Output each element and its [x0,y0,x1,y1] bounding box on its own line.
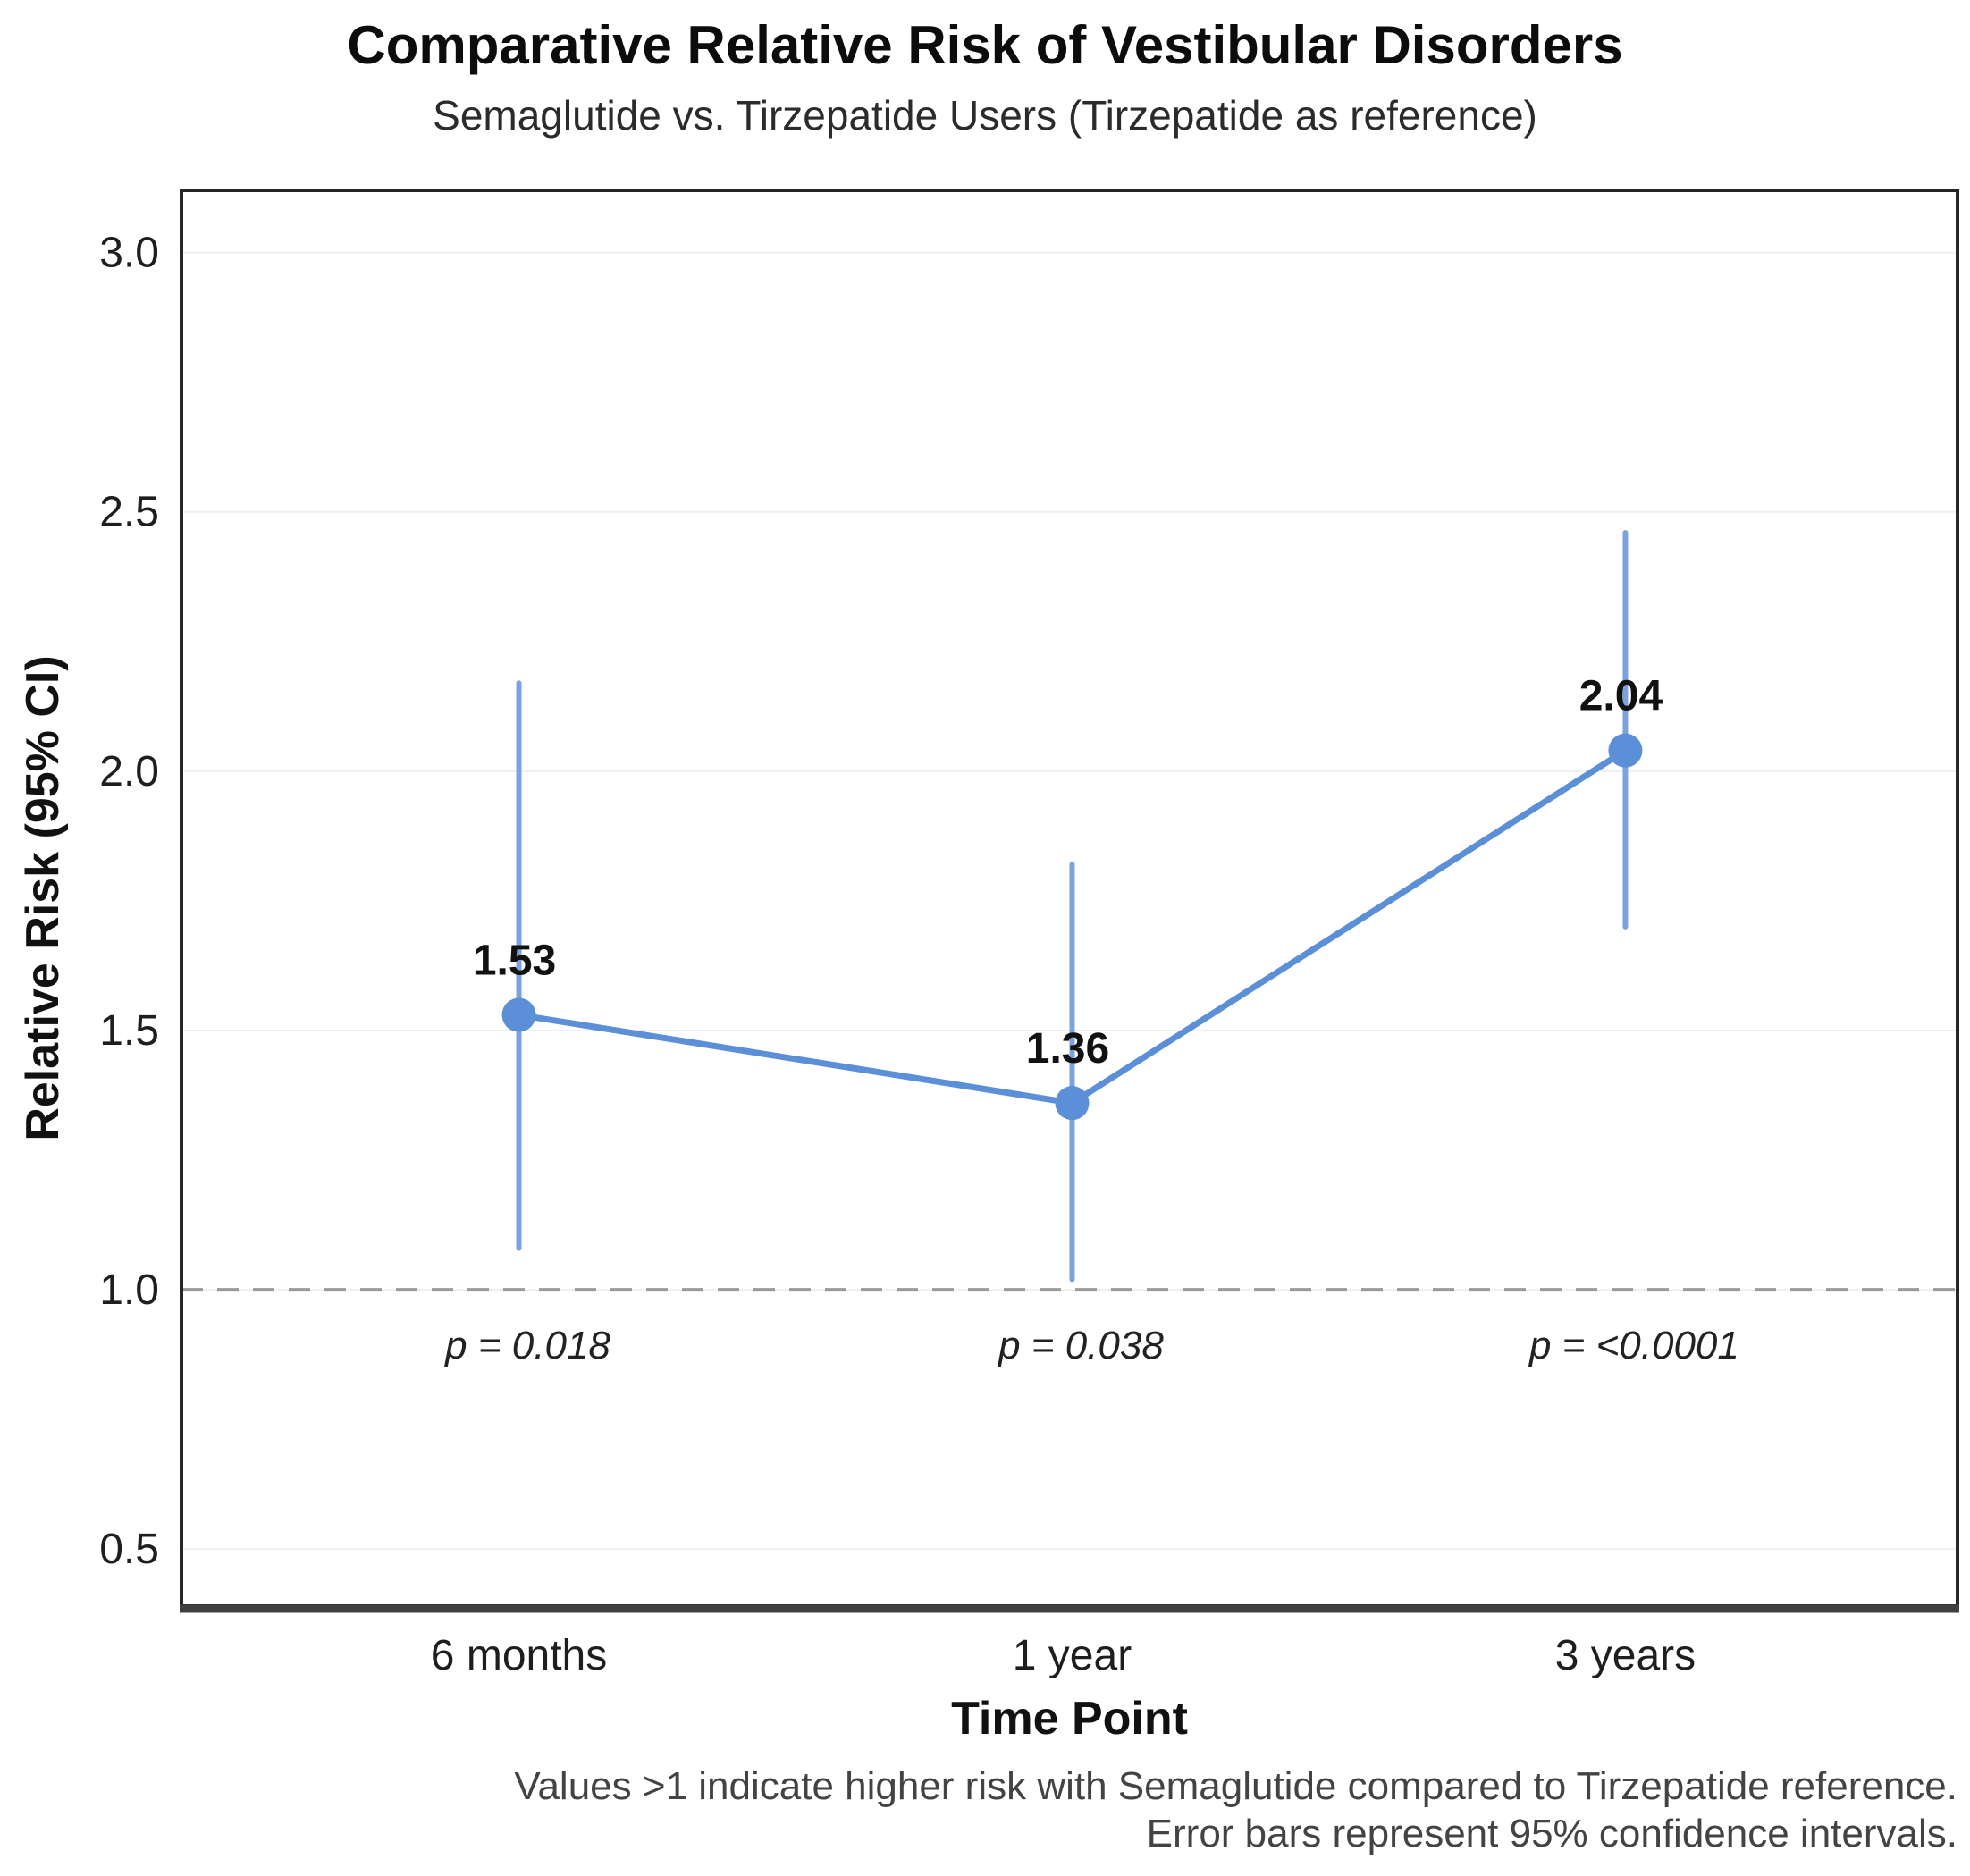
data-point [1608,733,1643,768]
x-tick-label: 1 year [1013,1632,1132,1679]
y-tick-label: 3.0 [99,230,159,277]
chart-subtitle: Semaglutide vs. Tirzepatide Users (Tirze… [433,92,1537,139]
footnote-line-1: Values >1 indicate higher risk with Sema… [514,1764,1957,1808]
p-value-label: p = <0.0001 [1528,1324,1739,1367]
p-value-label: p = 0.038 [997,1324,1164,1367]
y-tick-label: 2.5 [99,489,159,536]
y-tick-label: 2.0 [99,748,159,795]
p-value-label: p = 0.018 [443,1324,610,1367]
point-value-label: 1.53 [473,938,556,985]
point-value-label: 1.36 [1026,1025,1109,1073]
point-value-label: 2.04 [1579,673,1663,720]
chart-title: Comparative Relative Risk of Vestibular … [347,15,1623,75]
footnote-line-2: Error bars represent 95% confidence inte… [1146,1812,1957,1855]
data-point [1055,1086,1090,1121]
y-tick-label: 0.5 [99,1526,159,1573]
y-tick-label: 1.5 [99,1007,159,1055]
data-point [501,997,536,1032]
x-tick-label: 6 months [431,1632,607,1679]
x-tick-label: 3 years [1555,1632,1696,1679]
y-tick-label: 1.0 [99,1266,159,1314]
x-axis-title: Time Point [951,1693,1188,1745]
chart-footnotes: Values >1 indicate higher risk with Sema… [0,1762,1957,1857]
